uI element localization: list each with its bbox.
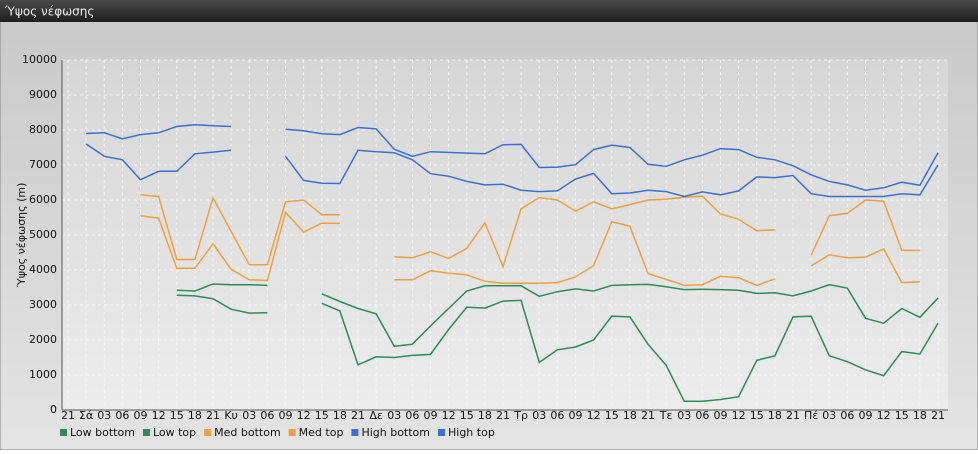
x-tick-label: Τε (659, 409, 673, 422)
y-tick-label: 8000 (29, 123, 57, 136)
x-tick-label: 12 (877, 409, 891, 422)
legend-swatch (288, 429, 296, 436)
x-tick-label: 06 (840, 409, 854, 422)
header (0, 0, 978, 22)
legend-label[interactable]: Med top (299, 426, 344, 439)
x-tick-label: 15 (460, 409, 474, 422)
x-tick-label: 12 (587, 409, 601, 422)
y-tick-label: 7000 (29, 158, 57, 171)
x-tick-label: 06 (260, 409, 274, 422)
x-tick-label: Τρ (513, 409, 528, 422)
x-tick-label: 03 (387, 409, 401, 422)
x-tick-label: 03 (532, 409, 546, 422)
y-tick-label: 0 (50, 403, 57, 416)
legend-swatch (142, 429, 150, 436)
series-line (86, 124, 939, 191)
legend-swatch (60, 429, 67, 436)
x-tick-label: 06 (695, 409, 709, 422)
y-tick-label: 5000 (29, 228, 57, 241)
legend-label[interactable]: High top (448, 426, 495, 439)
x-tick-label: 06 (550, 409, 564, 422)
x-tick-label: 15 (895, 409, 909, 422)
series-line (140, 194, 920, 269)
x-tick-label: 18 (768, 409, 782, 422)
y-tick-label: 1000 (29, 368, 57, 381)
x-tick-label: 15 (170, 409, 184, 422)
x-tick-label: 09 (714, 409, 728, 422)
x-tick-label: 21 (496, 409, 510, 422)
series-line (140, 210, 920, 287)
x-tick-label: 18 (913, 409, 927, 422)
x-tick-label: 21 (786, 409, 800, 422)
x-tick-label: 03 (242, 409, 256, 422)
x-tick-label: 21 (61, 409, 75, 422)
x-tick-label: 03 (822, 409, 836, 422)
series-line (85, 143, 939, 198)
series-line (176, 294, 939, 403)
x-tick-label: 12 (152, 409, 166, 422)
x-tick-label: 06 (405, 409, 419, 422)
x-tick-label: 09 (279, 409, 293, 422)
x-tick-label: Κυ (224, 409, 238, 422)
x-tick-label: 09 (569, 409, 583, 422)
header-title: Ύψος νέφωσης (4, 5, 94, 19)
x-tick-label: 18 (623, 409, 637, 422)
x-tick-label: 18 (478, 409, 492, 422)
x-tick-label: 21 (351, 409, 365, 422)
x-tick-label: 15 (750, 409, 764, 422)
x-tick-label: 06 (115, 409, 129, 422)
legend-label[interactable]: Low top (153, 426, 196, 439)
x-tick-label: 09 (424, 409, 438, 422)
y-axis-label: Ύψος νέφωσης (m) (15, 183, 28, 289)
x-tick-label: Σά (79, 409, 93, 422)
y-tick-label: 2000 (29, 333, 57, 346)
x-tick-label: 09 (859, 409, 873, 422)
y-tick-label: 10000 (22, 53, 57, 66)
x-tick-label: 09 (134, 409, 148, 422)
y-tick-label: 3000 (29, 298, 57, 311)
series-line (176, 283, 939, 348)
legend-swatch (204, 429, 212, 436)
x-tick-label: 15 (605, 409, 619, 422)
x-tick-label: 21 (641, 409, 655, 422)
x-tick-label: 15 (315, 409, 329, 422)
x-tick-label: 21 (206, 409, 220, 422)
x-tick-label: 12 (297, 409, 311, 422)
x-tick-label: Δε (369, 409, 383, 422)
legend-swatch (351, 429, 359, 436)
legend-label[interactable]: Med bottom (214, 426, 281, 439)
legend-label[interactable]: Low bottom (70, 426, 135, 439)
x-tick-label: 03 (97, 409, 111, 422)
y-tick-label: 9000 (29, 88, 57, 101)
x-tick-label: 18 (188, 409, 202, 422)
y-tick-label: 4000 (29, 263, 57, 276)
y-tick-label: 6000 (29, 193, 57, 206)
x-tick-label: 18 (333, 409, 347, 422)
x-tick-label: 12 (442, 409, 456, 422)
x-tick-label: 03 (677, 409, 691, 422)
legend-swatch (438, 429, 445, 436)
x-tick-label: Πέ (804, 409, 818, 422)
x-tick-label: 21 (931, 409, 945, 422)
legend-label[interactable]: High bottom (361, 426, 430, 439)
x-tick-label: 12 (732, 409, 746, 422)
